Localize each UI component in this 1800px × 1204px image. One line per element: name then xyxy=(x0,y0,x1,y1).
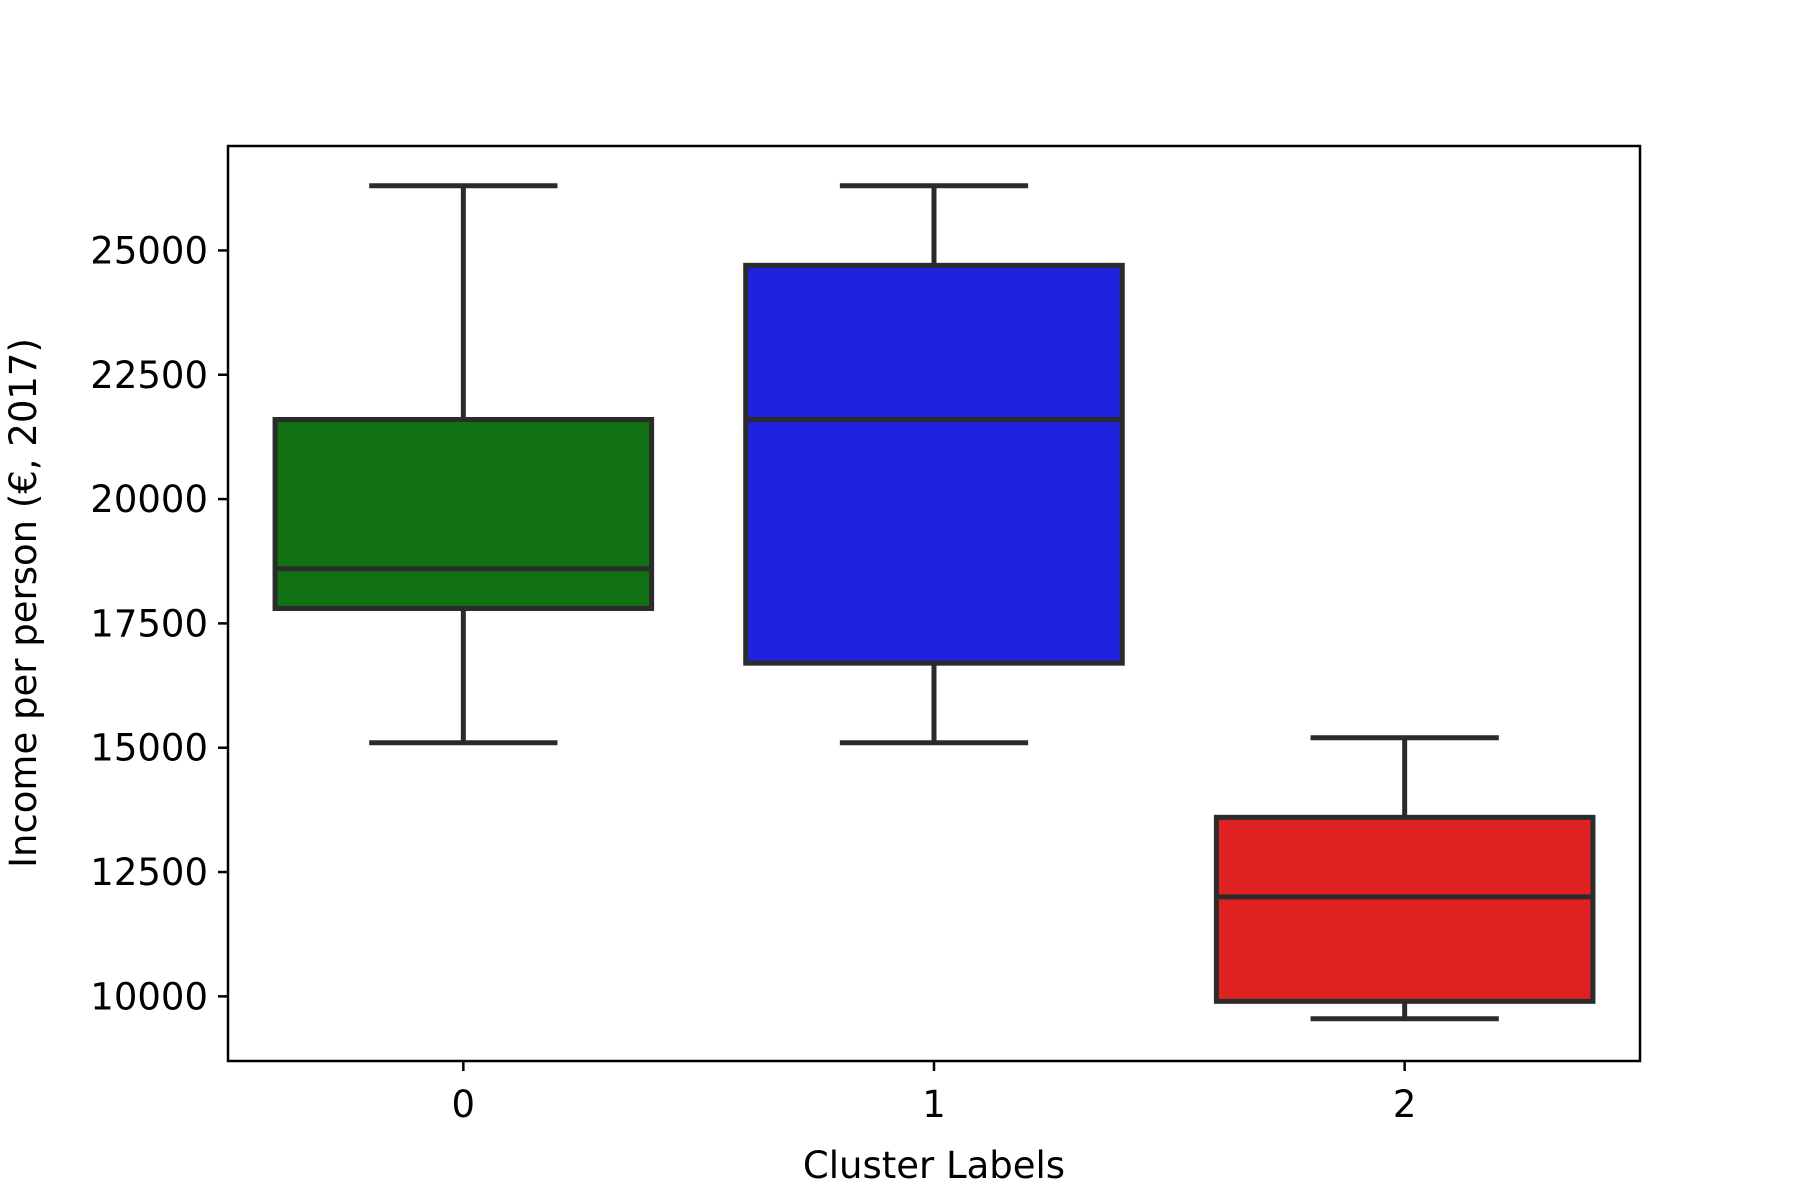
box-2 xyxy=(1213,814,1596,1004)
box-0 xyxy=(272,417,655,611)
y-tick-label-10000: 10000 xyxy=(90,975,208,1018)
y-tick-label-17500: 17500 xyxy=(90,602,208,645)
x-tick-label-1: 1 xyxy=(922,1083,946,1126)
x-axis: 0 1 2 xyxy=(452,1061,1417,1126)
y-tick-label-20000: 20000 xyxy=(90,478,208,521)
x-axis-title: Cluster Labels xyxy=(803,1144,1065,1187)
y-tick-label-12500: 12500 xyxy=(90,851,208,894)
x-tick-label-2: 2 xyxy=(1393,1083,1417,1126)
y-tick-label-15000: 15000 xyxy=(90,727,208,770)
x-tick-label-0: 0 xyxy=(452,1083,476,1126)
boxes-layer xyxy=(272,183,1596,1022)
y-tick-label-22500: 22500 xyxy=(90,354,208,397)
y-tick-label-25000: 25000 xyxy=(90,229,208,272)
box-1 xyxy=(743,262,1125,666)
box-group-1 xyxy=(743,183,1125,746)
box-group-2 xyxy=(1213,735,1596,1022)
box-group-0 xyxy=(272,183,655,746)
y-axis-title: Income per person (€, 2017) xyxy=(2,338,45,868)
y-axis: 10000 12500 15000 17500 20000 22500 25000 xyxy=(90,229,228,1018)
